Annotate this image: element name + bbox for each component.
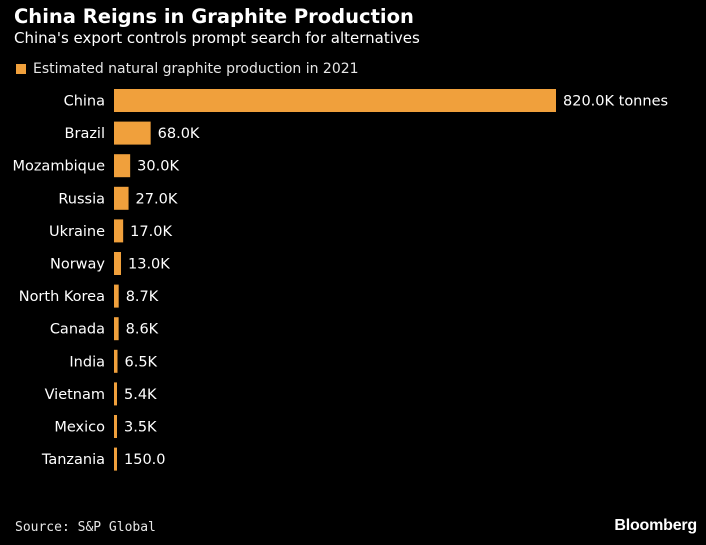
bar xyxy=(114,252,122,275)
data-label: 150.0 xyxy=(124,452,166,468)
data-label: 17.0K xyxy=(130,224,172,240)
bar xyxy=(114,284,119,308)
bar xyxy=(114,89,556,112)
chart-title: China Reigns in Graphite Production xyxy=(14,5,414,28)
bar xyxy=(114,349,118,373)
data-label: 68.0K xyxy=(158,126,200,142)
category-label: Tanzania xyxy=(41,452,105,468)
bar xyxy=(114,382,117,406)
category-label: Norway xyxy=(50,257,105,273)
data-label: 8.7K xyxy=(126,289,159,305)
category-label: Mozambique xyxy=(12,159,105,175)
bar xyxy=(114,317,119,341)
data-label: 6.5K xyxy=(125,354,158,370)
category-label: North Korea xyxy=(19,289,105,305)
legend-swatch xyxy=(16,64,26,74)
category-label: Mexico xyxy=(54,420,105,436)
category-label: Brazil xyxy=(65,126,105,142)
data-label: 8.6K xyxy=(126,322,159,338)
bar xyxy=(114,121,151,145)
category-label: Vietnam xyxy=(45,387,105,403)
category-label: China xyxy=(64,94,105,110)
legend: Estimated natural graphite production in… xyxy=(16,61,359,77)
category-label: India xyxy=(69,354,105,370)
bar xyxy=(114,186,129,210)
category-label: Ukraine xyxy=(49,224,105,240)
bar xyxy=(114,154,131,178)
bar xyxy=(114,219,124,243)
category-label: Canada xyxy=(50,322,105,338)
data-label: 3.5K xyxy=(124,420,157,436)
data-label: 820.0K tonnes xyxy=(563,94,668,110)
bloomberg-logo: Bloomberg xyxy=(614,517,697,534)
chart-subtitle: China's export controls prompt search fo… xyxy=(14,29,420,47)
bar xyxy=(114,447,117,471)
category-label: Russia xyxy=(58,191,105,207)
data-label: 13.0K xyxy=(128,257,170,273)
data-label: 5.4K xyxy=(124,387,157,403)
legend-label: Estimated natural graphite production in… xyxy=(33,61,359,77)
data-label: 30.0K xyxy=(137,159,179,175)
data-label: 27.0K xyxy=(136,191,178,207)
source-note: Source: S&P Global xyxy=(15,520,156,535)
bar xyxy=(114,415,117,438)
